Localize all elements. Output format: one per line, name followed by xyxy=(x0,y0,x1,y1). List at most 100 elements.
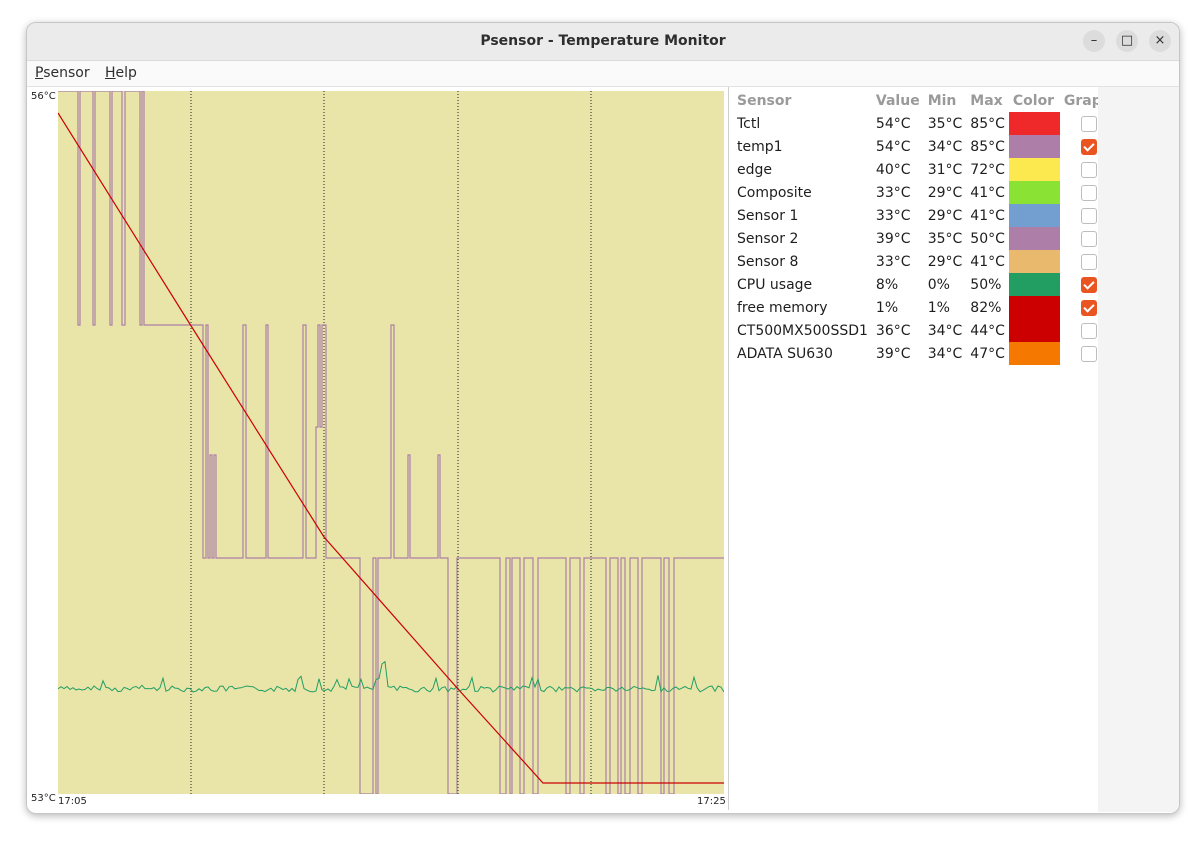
sensor-value: 33°C xyxy=(875,184,911,201)
sensor-max: 85°C xyxy=(970,115,1005,132)
sensor-color-cell[interactable] xyxy=(1008,204,1060,227)
sensor-max: 41°C xyxy=(970,184,1005,201)
sensor-row[interactable]: Sensor 8 33°C 29°C 41°C xyxy=(733,250,1116,273)
window-title: Psensor - Temperature Monitor xyxy=(480,33,726,49)
graph-checkbox[interactable] xyxy=(1080,230,1097,247)
sensor-color-cell[interactable] xyxy=(1008,135,1060,158)
graph-checkbox[interactable] xyxy=(1080,322,1097,339)
sensor-max: 47°C xyxy=(970,345,1005,362)
menu-psensor[interactable]: Psensor xyxy=(35,65,90,81)
sensor-panel: Sensor Value Min Max Color Graph Tctl 54°… xyxy=(728,87,1112,810)
sensor-color-cell[interactable] xyxy=(1008,296,1060,319)
menu-help-mnemonic: H xyxy=(105,65,116,81)
sensor-max: 72°C xyxy=(970,161,1005,178)
sensor-max: 85°C xyxy=(970,138,1005,155)
column-min[interactable]: Min xyxy=(927,93,957,109)
sensor-name: Sensor 2 xyxy=(737,230,799,247)
color-swatch[interactable] xyxy=(1008,112,1060,135)
sensor-color-cell[interactable] xyxy=(1008,250,1060,273)
sensor-min: 35°C xyxy=(927,230,963,247)
sensor-max: 82% xyxy=(970,299,1002,316)
sensor-graph-cell xyxy=(1060,112,1116,135)
graph-checkbox[interactable] xyxy=(1080,345,1097,362)
graph-checkbox[interactable] xyxy=(1080,138,1097,155)
color-swatch[interactable] xyxy=(1008,181,1060,204)
sensor-color-cell[interactable] xyxy=(1008,342,1060,365)
sensor-table-header: Sensor Value Min Max Color Graph xyxy=(733,90,1116,112)
title-bar[interactable]: Psensor - Temperature Monitor – □ × xyxy=(27,23,1179,61)
sensor-color-cell[interactable] xyxy=(1008,181,1060,204)
sensor-color-cell[interactable] xyxy=(1008,112,1060,135)
sensor-value: 33°C xyxy=(875,253,911,270)
sensor-min: 35°C xyxy=(927,115,963,132)
sensor-name: temp1 xyxy=(737,138,783,155)
column-color[interactable]: Color xyxy=(1012,93,1055,109)
graph-checkbox[interactable] xyxy=(1080,161,1097,178)
color-swatch[interactable] xyxy=(1008,135,1060,158)
sensor-name: ADATA SU630 xyxy=(737,345,833,362)
sensor-value: 1% xyxy=(875,299,899,316)
sensor-row[interactable]: Sensor 2 39°C 35°C 50°C xyxy=(733,227,1116,250)
color-swatch[interactable] xyxy=(1008,342,1060,365)
sensor-color-cell[interactable] xyxy=(1008,227,1060,250)
sensor-row[interactable]: edge 40°C 31°C 72°C xyxy=(733,158,1116,181)
graph-checkbox[interactable] xyxy=(1080,253,1097,270)
minimize-button[interactable]: – xyxy=(1083,30,1105,52)
color-swatch[interactable] xyxy=(1008,158,1060,181)
graph-grid xyxy=(190,91,592,794)
column-max[interactable]: Max xyxy=(970,93,1003,109)
x-start-label: 17:05 xyxy=(58,796,87,807)
sensor-row[interactable]: ADATA SU630 39°C 34°C 47°C xyxy=(733,342,1116,365)
sensor-graph: 56°C 53°C 17:05 17:25 xyxy=(27,87,726,812)
sensor-graph-cell xyxy=(1060,135,1116,158)
sensor-name: CPU usage xyxy=(737,276,813,293)
sensor-name: Sensor 8 xyxy=(737,253,799,270)
panel-filler xyxy=(1098,87,1179,812)
color-swatch[interactable] xyxy=(1008,204,1060,227)
y-min-label: 53°C xyxy=(31,793,56,804)
sensor-name: Sensor 1 xyxy=(737,207,799,224)
graph-checkbox[interactable] xyxy=(1080,115,1097,132)
sensor-name: Tctl xyxy=(737,115,761,132)
maximize-button[interactable]: □ xyxy=(1116,30,1138,52)
menu-psensor-mnemonic: P xyxy=(35,65,44,81)
sensor-graph-cell xyxy=(1060,227,1116,250)
graph-checkbox[interactable] xyxy=(1080,207,1097,224)
sensor-row[interactable]: Sensor 1 33°C 29°C 41°C xyxy=(733,204,1116,227)
column-value[interactable]: Value xyxy=(875,93,920,109)
sensor-value: 33°C xyxy=(875,207,911,224)
sensor-max: 50°C xyxy=(970,230,1005,247)
sensor-color-cell[interactable] xyxy=(1008,158,1060,181)
sensor-color-cell[interactable] xyxy=(1008,319,1060,342)
color-swatch[interactable] xyxy=(1008,273,1060,296)
sensor-graph-cell xyxy=(1060,319,1116,342)
sensor-row[interactable]: free memory 1% 1% 82% xyxy=(733,296,1116,319)
close-button[interactable]: × xyxy=(1149,30,1171,52)
sensor-graph-cell xyxy=(1060,296,1116,319)
sensor-max: 41°C xyxy=(970,253,1005,270)
sensor-color-cell[interactable] xyxy=(1008,273,1060,296)
color-swatch[interactable] xyxy=(1008,250,1060,273)
sensor-graph-cell xyxy=(1060,250,1116,273)
sensor-max: 44°C xyxy=(970,322,1005,339)
menu-help[interactable]: Help xyxy=(105,65,137,81)
sensor-name: edge xyxy=(737,161,772,178)
graph-checkbox[interactable] xyxy=(1080,299,1097,316)
sensor-graph-cell xyxy=(1060,273,1116,296)
graph-checkbox[interactable] xyxy=(1080,184,1097,201)
sensor-row[interactable]: CPU usage 8% 0% 50% xyxy=(733,273,1116,296)
color-swatch[interactable] xyxy=(1008,319,1060,342)
color-swatch[interactable] xyxy=(1008,296,1060,319)
graph-checkbox[interactable] xyxy=(1080,276,1097,293)
cpu-usage-series-line xyxy=(58,660,724,693)
sensor-row[interactable]: temp1 54°C 34°C 85°C xyxy=(733,135,1116,158)
sensor-row[interactable]: Composite 33°C 29°C 41°C xyxy=(733,181,1116,204)
color-swatch[interactable] xyxy=(1008,227,1060,250)
sensor-min: 34°C xyxy=(927,345,963,362)
sensor-max: 50% xyxy=(970,276,1002,293)
column-sensor[interactable]: Sensor xyxy=(737,93,792,109)
graph-plot xyxy=(58,91,724,794)
sensor-row[interactable]: Tctl 54°C 35°C 85°C xyxy=(733,112,1116,135)
sensor-row[interactable]: CT500MX500SSD1 36°C 34°C 44°C xyxy=(733,319,1116,342)
sensor-value: 8% xyxy=(875,276,899,293)
